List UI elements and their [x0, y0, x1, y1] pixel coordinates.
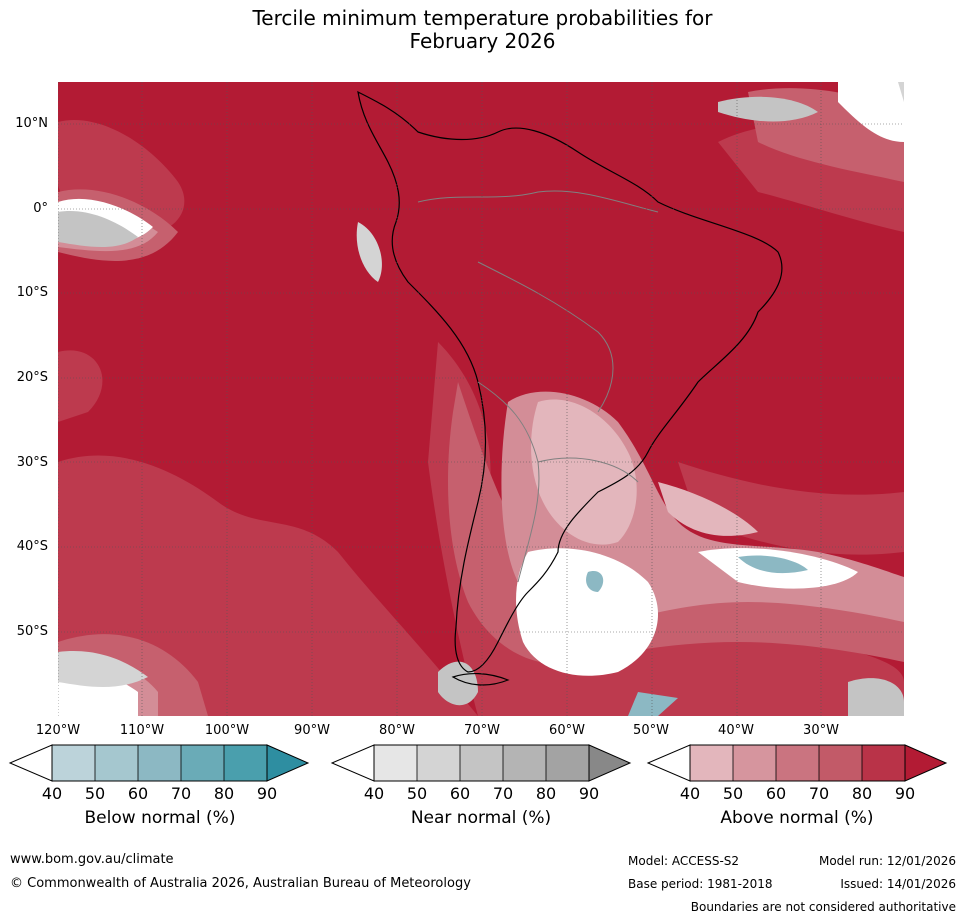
below-swatch-80	[224, 745, 267, 781]
below-high-arrow	[266, 744, 310, 782]
lon-label-90w: 90°W	[294, 723, 330, 738]
below-swatch-70	[181, 745, 224, 781]
near-normal-title: Near normal (%)	[410, 808, 552, 828]
cb-tick: 70	[492, 784, 514, 803]
above-swatch-60	[776, 745, 819, 781]
probability-map	[58, 82, 904, 716]
footer-disclaimer: Boundaries are not considered authoritat…	[690, 900, 956, 914]
lon-label-50w: 50°W	[633, 723, 669, 738]
lon-label-120w: 120°W	[35, 723, 81, 738]
near-swatch-80	[546, 745, 589, 781]
cb-tick: 60	[765, 784, 787, 803]
band-50	[531, 399, 758, 545]
near-swatch-60	[460, 745, 503, 781]
lat-label-50s: 50°S	[16, 624, 48, 639]
above-low-arrow	[646, 744, 691, 782]
cb-tick: 80	[535, 784, 557, 803]
near-low-arrow	[330, 744, 375, 782]
cb-tick: 90	[256, 784, 278, 803]
cb-tick: 80	[851, 784, 873, 803]
footer-model-run: Model run: 12/01/2026	[818, 854, 956, 868]
coastline	[357, 90, 783, 686]
cb-tick: 40	[41, 784, 63, 803]
lat-label-20s: 20°S	[16, 370, 48, 385]
map-canvas	[58, 82, 904, 716]
cb-tick: 80	[213, 784, 235, 803]
below-normal-patches	[586, 555, 808, 716]
below-swatch-60	[138, 745, 181, 781]
lon-label-80w: 80°W	[379, 723, 415, 738]
below-swatch-50	[95, 745, 138, 781]
cb-tick: 50	[406, 784, 428, 803]
lon-label-30w: 30°W	[803, 723, 839, 738]
gridlines	[58, 82, 904, 716]
footer-model: Model: ACCESS-S2	[628, 854, 740, 868]
lon-label-60w: 60°W	[549, 723, 585, 738]
above-normal-title: Above normal (%)	[720, 808, 874, 828]
lat-label-10s: 10°S	[16, 285, 48, 300]
above-normal-colorbar	[646, 744, 948, 782]
near-normal-light	[58, 82, 904, 687]
cb-tick: 60	[127, 784, 149, 803]
near-swatch-70	[503, 745, 546, 781]
footer-url[interactable]: www.bom.gov.au/climate	[10, 852, 174, 867]
cb-tick: 90	[578, 784, 600, 803]
below-low-arrow	[8, 744, 53, 782]
below-normal-title: Below normal (%)	[84, 808, 236, 828]
cb-tick: 40	[679, 784, 701, 803]
near-swatch-50	[417, 745, 460, 781]
lat-label-40s: 40°S	[16, 539, 48, 554]
below-normal-colorbar	[8, 744, 310, 782]
map-title-line1: Tercile minimum temperature probabilitie…	[252, 6, 713, 30]
lat-label-30s: 30°S	[16, 455, 48, 470]
cb-tick: 50	[722, 784, 744, 803]
lon-label-40w: 40°W	[718, 723, 754, 738]
above-swatch-50	[733, 745, 776, 781]
near-swatch-40	[374, 745, 417, 781]
map-title-line2: February 2026	[409, 29, 556, 53]
near-normal-patches	[58, 96, 904, 716]
footer-issued: Issued: 14/01/2026	[840, 877, 956, 891]
footer-copyright: © Commonwealth of Australia 2026, Austra…	[10, 876, 471, 891]
near-normal-colorbar	[330, 744, 632, 782]
near-high-arrow	[588, 744, 632, 782]
above-swatch-70	[819, 745, 862, 781]
lon-label-70w: 70°W	[464, 723, 500, 738]
cb-tick: 90	[894, 784, 916, 803]
lat-label-0: 0°	[33, 201, 48, 216]
above-swatch-80	[862, 745, 905, 781]
cb-tick: 40	[363, 784, 385, 803]
cb-tick: 50	[84, 784, 106, 803]
lon-label-100w: 100°W	[204, 723, 250, 738]
above-swatch-40	[690, 745, 733, 781]
footer-base-period: Base period: 1981-2018	[628, 877, 773, 891]
above-high-arrow	[904, 744, 948, 782]
cb-tick: 60	[449, 784, 471, 803]
cb-tick: 70	[170, 784, 192, 803]
cb-tick: 70	[808, 784, 830, 803]
lat-label-10n: 10°N	[15, 116, 48, 131]
below-swatch-40	[52, 745, 95, 781]
lon-label-110w: 110°W	[119, 723, 165, 738]
